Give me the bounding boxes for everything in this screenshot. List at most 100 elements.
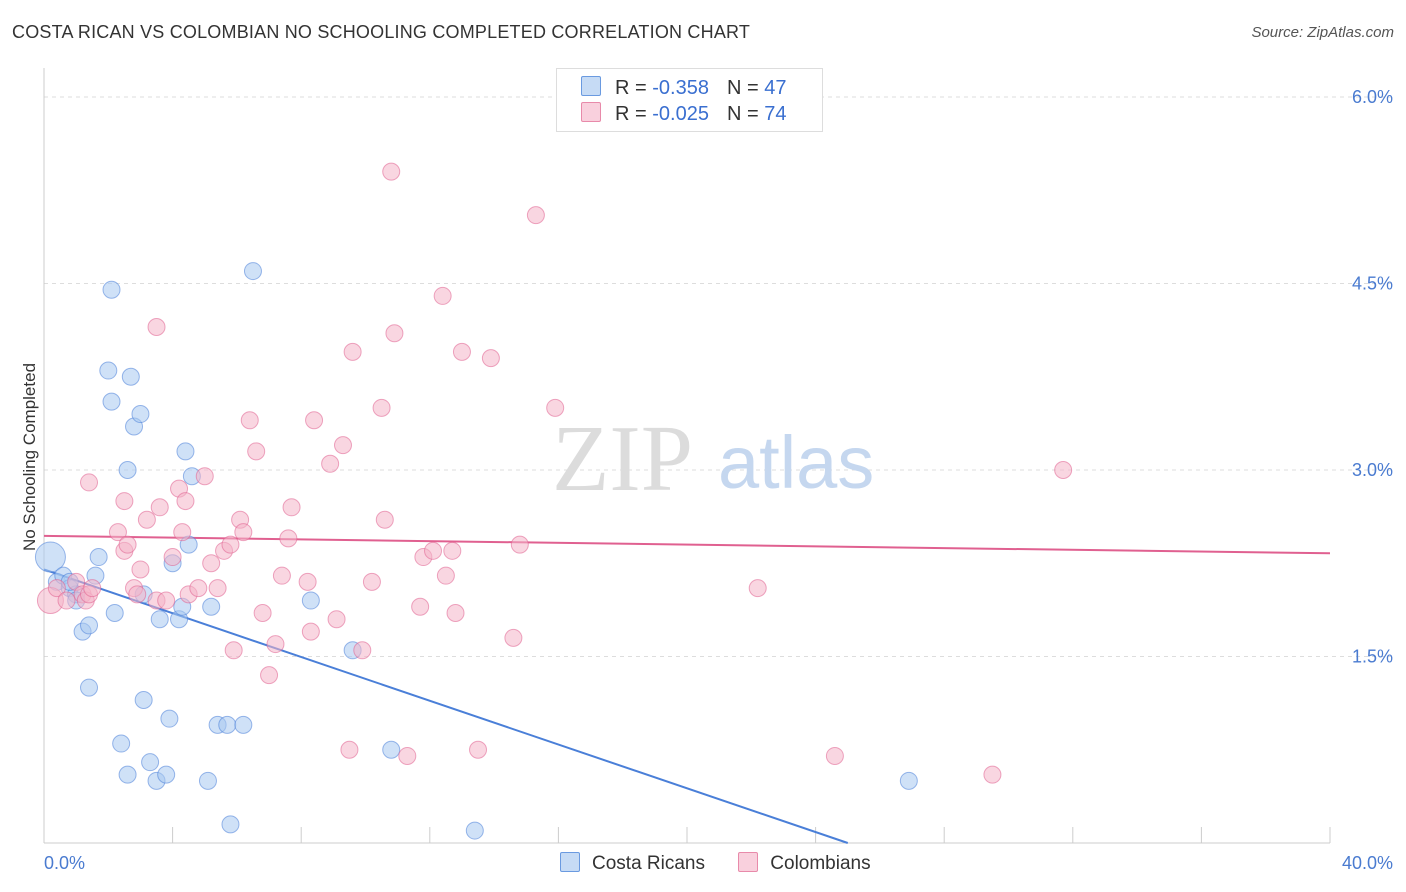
point-costa-ricans [301,591,320,610]
point-costa-ricans [89,548,108,567]
y-tick-label: 4.5% [1352,274,1393,294]
legend-r-value: -0.025 [652,103,709,125]
point-colombians [279,529,298,548]
point-colombians [305,411,324,430]
point-colombians [372,398,391,417]
axes [43,68,1331,844]
point-colombians [47,579,66,598]
watermark: ZIP atlas [552,407,874,511]
point-colombians [137,510,156,529]
point-colombians [224,641,243,660]
point-costa-ricans [150,610,169,629]
point-costa-ricans [112,734,131,753]
point-costa-ricans [176,442,195,461]
point-costa-ricans [243,262,262,281]
point-colombians [189,579,208,598]
trend-lines [43,534,1331,844]
point-colombians [208,579,227,598]
point-colombians [131,560,150,579]
chart-title: COSTA RICAN VS COLOMBIAN NO SCHOOLING CO… [12,22,751,42]
point-costa-ricans [234,715,253,734]
legend-r-value: -0.358 [652,77,709,99]
point-colombians [150,498,169,517]
point-colombians [260,666,279,685]
point-colombians [343,342,362,361]
point-colombians [108,523,127,542]
series-label: Colombians [770,853,871,874]
legend-swatch-colombians [581,102,601,122]
point-costa-ricans [80,616,99,635]
point-colombians [128,585,147,604]
point-colombians [272,566,291,585]
point-colombians [433,286,452,305]
point-colombians [57,591,76,610]
legend-n-label: N = [726,103,765,125]
point-costa-ricans [221,815,240,834]
legend-swatch-costa-ricans [581,76,601,96]
point-colombians [333,436,352,455]
point-colombians [375,510,394,529]
trend-line-colombians [43,534,1331,555]
point-costa-ricans [102,392,121,411]
point-colombians [115,492,134,511]
point-colombians [118,535,137,554]
source-label: Source: ZipAtlas.com [1251,24,1394,41]
point-colombians [469,740,488,759]
point-costa-ricans [160,709,179,728]
point-costa-ricans [134,691,153,710]
point-colombians [157,591,176,610]
legend-row-costa-ricans: R = -0.358 N = 47 [581,76,786,100]
point-colombians [526,206,545,225]
point-costa-ricans [157,765,176,784]
point-colombians [83,579,102,598]
grid-lines [44,96,1394,657]
point-colombians [298,572,317,591]
point-costa-ricans [198,771,217,790]
point-colombians [253,603,272,622]
legend-row-colombians: R = -0.025 N = 74 [581,102,786,126]
legend-n-value: 74 [764,103,787,125]
point-colombians [385,324,404,343]
point-colombians [825,746,844,765]
y-axis-label: No Schooling Completed [20,363,39,551]
point-colombians [301,622,320,641]
data-points [34,162,1073,840]
point-colombians [362,572,381,591]
x-tick-label: 40.0% [1342,853,1393,873]
legend-n-label: N = [726,77,765,99]
point-costa-ricans [34,541,66,573]
point-costa-ricans [218,715,237,734]
series-label: Costa Ricans [592,853,705,874]
point-colombians [983,765,1002,784]
point-colombians [327,610,346,629]
point-colombians [247,442,266,461]
point-costa-ricans [118,765,137,784]
point-costa-ricans [121,367,140,386]
point-colombians [452,342,471,361]
point-colombians [748,579,767,598]
point-colombians [173,523,192,542]
tick-labels: 1.5% 3.0% 4.5% 6.0% 0.0% 40.0% [44,87,1393,873]
series-swatch-costa-ricans [560,852,580,872]
point-colombians [195,467,214,486]
point-colombians [424,541,443,560]
point-colombians [221,535,240,554]
point-colombians [266,635,285,654]
point-colombians [163,548,182,567]
point-costa-ricans [465,821,484,840]
point-costa-ricans [105,603,124,622]
point-colombians [147,318,166,337]
point-colombians [546,398,565,417]
point-colombians [411,597,430,616]
y-tick-label: 6.0% [1352,87,1393,107]
point-costa-ricans [141,753,160,772]
legend-r-label: R = [615,103,653,125]
point-costa-ricans [382,740,401,759]
point-colombians [436,566,455,585]
series-legend-colombians: Colombians [738,852,871,875]
watermark-atlas: atlas [718,421,874,504]
legend-r-label: R = [615,77,653,99]
point-colombians [340,740,359,759]
point-costa-ricans [80,678,99,697]
